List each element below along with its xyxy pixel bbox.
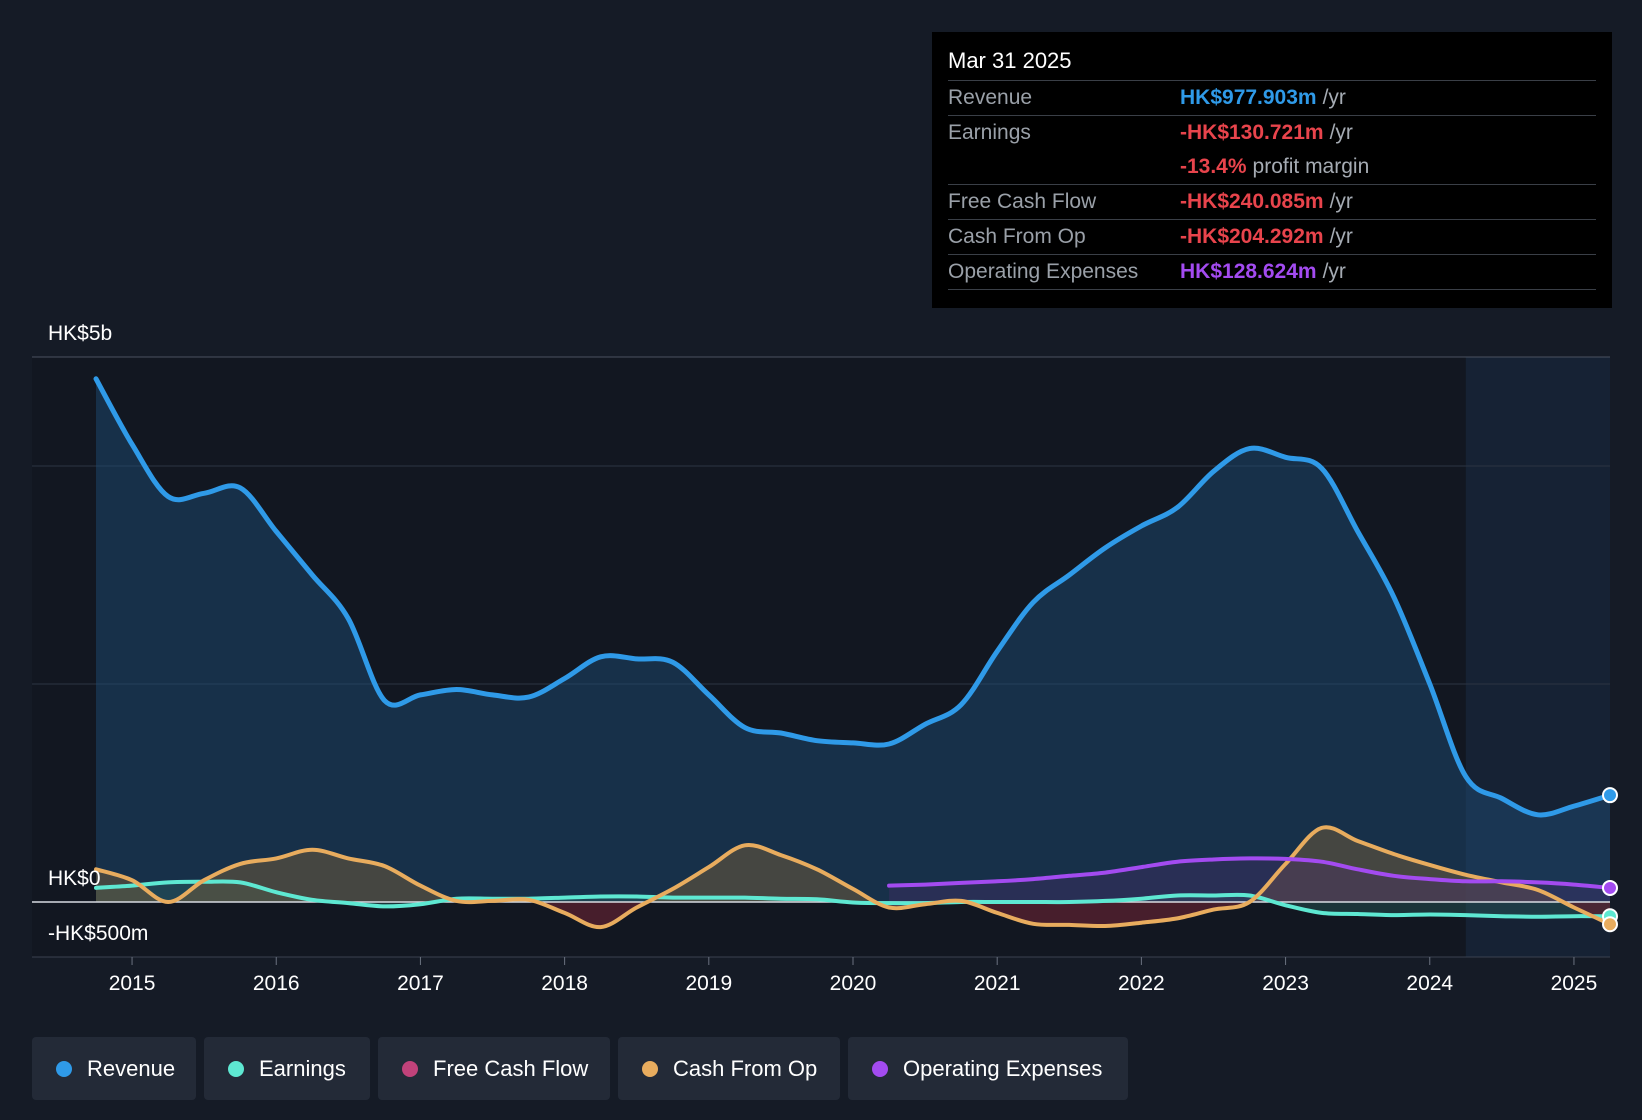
tooltip-value: HK$128.624m	[1180, 260, 1317, 283]
tooltip-label: Cash From Op	[948, 225, 1086, 248]
tooltip-unit: /yr	[1329, 225, 1353, 248]
y-label-top: HK$5b	[48, 322, 112, 345]
x-tick-label: 2019	[685, 972, 732, 995]
tooltip-value: -13.4%	[1180, 155, 1247, 178]
legend-item-revenue[interactable]: Revenue	[32, 1037, 196, 1100]
x-tick-label: 2015	[109, 972, 156, 995]
legend-dot-icon	[56, 1061, 72, 1077]
x-tick-label: 2023	[1262, 972, 1309, 995]
tooltip-label: Operating Expenses	[948, 260, 1139, 283]
x-tick-label: 2016	[253, 972, 300, 995]
tooltip-row-earnings: Earnings -HK$130.721m/yr	[948, 115, 1596, 150]
series-lines	[93, 376, 1613, 930]
x-tick-label: 2017	[397, 972, 444, 995]
area-operating-expenses	[889, 858, 1610, 902]
tooltip-label: Earnings	[948, 121, 1031, 144]
tooltip-row-revenue: Revenue HK$977.903m/yr	[948, 80, 1596, 115]
legend-label: Free Cash Flow	[433, 1056, 589, 1081]
legend-label: Revenue	[87, 1056, 176, 1081]
line-revenue	[93, 376, 1613, 818]
endpoint-operating-expenses	[1602, 879, 1618, 896]
endpoint-cash-from-op	[1602, 916, 1618, 933]
legend-dot-icon	[402, 1061, 418, 1077]
x-tick-label: 2021	[974, 972, 1021, 995]
tooltip-unit: profit margin	[1252, 155, 1370, 178]
x-tick-label: 2025	[1551, 972, 1598, 995]
tooltip-unit: /yr	[1329, 121, 1353, 144]
tooltip-row-operating-expenses: Operating Expenses HK$128.624m/yr	[948, 254, 1596, 289]
tooltip-unit: /yr	[1322, 86, 1346, 109]
endpoint-revenue	[1602, 787, 1618, 804]
x-axis-ticks: 2015 2016 2017 2018 2019 2020 2021 2022 2023 2024…	[109, 957, 1598, 995]
x-tick-label: 2020	[830, 972, 877, 995]
gridlines	[32, 356, 1610, 958]
tooltip-label: Free Cash Flow	[948, 190, 1097, 213]
legend-dot-icon	[228, 1061, 244, 1077]
x-tick-label: 2018	[541, 972, 588, 995]
line-cash-from-op	[94, 825, 1612, 930]
legend-label: Operating Expenses	[903, 1056, 1103, 1081]
legend-dot-icon	[872, 1061, 888, 1077]
legend-item-earnings[interactable]: Earnings	[204, 1037, 370, 1100]
series-endpoints	[1602, 787, 1618, 933]
line-earnings	[94, 879, 1612, 919]
line-operating-expenses	[887, 856, 1612, 890]
area-cash-from-op-positive	[96, 827, 1610, 902]
tooltip-divider	[948, 289, 1596, 290]
tooltip-unit: /yr	[1329, 190, 1353, 213]
legend-item-cash-from-op[interactable]: Cash From Op	[618, 1037, 840, 1100]
legend-dot-icon	[642, 1061, 658, 1077]
forecast-band	[1465, 357, 1610, 957]
tooltip-row-free-cash-flow: Free Cash Flow -HK$240.085m/yr	[948, 184, 1596, 219]
tooltip-value: -HK$240.085m	[1180, 190, 1324, 213]
tooltip-unit: /yr	[1322, 260, 1346, 283]
tooltip-date: Mar 31 2025	[948, 48, 1072, 73]
y-label-zero: HK$0	[48, 867, 101, 890]
y-label-bottom: -HK$500m	[48, 922, 148, 945]
tooltip-value: -HK$130.721m	[1180, 121, 1324, 144]
legend-item-free-cash-flow[interactable]: Free Cash Flow	[378, 1037, 610, 1100]
legend-label: Earnings	[259, 1056, 346, 1081]
x-tick-label: 2022	[1118, 972, 1165, 995]
legend-label: Cash From Op	[673, 1056, 818, 1081]
tooltip-row-profit-margin: -13.4% profit margin	[948, 150, 1596, 184]
tooltip-label: Revenue	[948, 86, 1033, 109]
x-tick-label: 2024	[1406, 972, 1453, 995]
legend-item-operating-expenses[interactable]: Operating Expenses	[848, 1037, 1128, 1100]
tooltip-value: -HK$204.292m	[1180, 225, 1324, 248]
tooltip-value: HK$977.903m	[1180, 86, 1317, 109]
area-revenue	[96, 378, 1610, 902]
tooltip-panel: Mar 31 2025 Revenue HK$977.903m/yr Earni…	[932, 32, 1612, 308]
tooltip-row-cash-from-op: Cash From Op -HK$204.292m/yr	[948, 219, 1596, 254]
